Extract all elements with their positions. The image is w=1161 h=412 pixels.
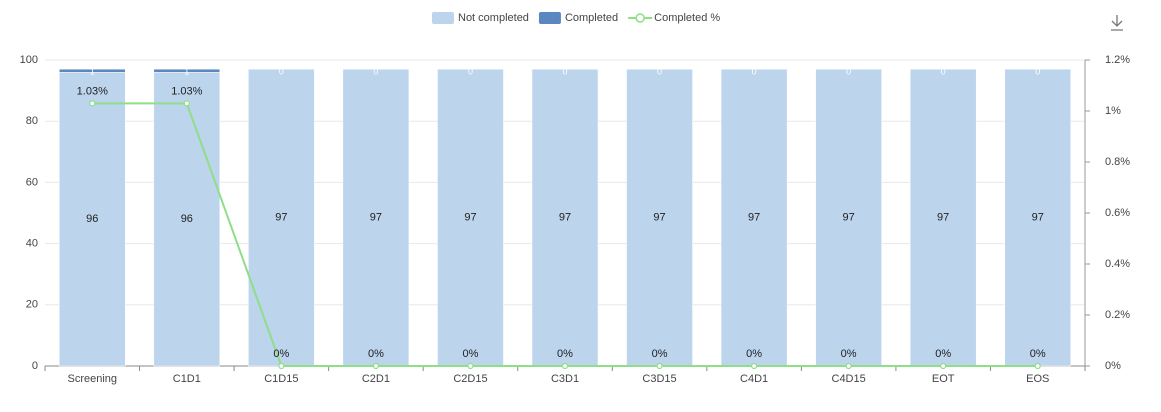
data-label: 97 [370, 211, 382, 223]
data-label: 0 [752, 67, 757, 77]
data-label: 0 [941, 67, 946, 77]
line-label: 0% [273, 348, 289, 360]
bar-segment [437, 68, 504, 367]
bar-segment [153, 71, 221, 367]
line-point [372, 362, 380, 370]
data-label: 0 [846, 67, 851, 77]
line-label: 0% [368, 348, 384, 360]
data-label: 96 [181, 213, 193, 225]
line-label: 0% [1030, 348, 1046, 360]
legend-swatch [635, 13, 645, 23]
x-tick-label: C4D15 [832, 373, 866, 385]
line-point [561, 362, 569, 370]
data-label: 0 [373, 67, 378, 77]
data-label: 97 [1032, 211, 1044, 223]
data-label: 1 [184, 67, 189, 77]
data-label: 97 [748, 211, 760, 223]
y2-tick-label: 1% [1105, 105, 1121, 117]
data-label: 0 [1035, 67, 1040, 77]
bar-segment [153, 68, 221, 73]
y2-tick-label: 0.2% [1105, 309, 1130, 321]
line-label: 0% [652, 348, 668, 360]
bar-segment [626, 68, 693, 367]
line-label: 0% [557, 348, 573, 360]
x-tick-label: EOT [932, 373, 955, 385]
x-tick-label: Screening [67, 373, 117, 385]
line-label: 0% [935, 348, 951, 360]
y2-tick-label: 0.6% [1105, 207, 1130, 219]
bar-segment [909, 68, 977, 367]
y-tick-label: 100 [20, 54, 38, 66]
download-icon [1111, 15, 1123, 31]
line-label: 1.03% [77, 85, 108, 97]
line-point [467, 362, 474, 370]
data-label: 0 [562, 67, 567, 77]
data-label: 0 [468, 67, 473, 77]
legend-label: Completed [565, 12, 618, 24]
line-point [183, 100, 190, 107]
y-tick-label: 80 [26, 115, 38, 127]
y2-tick-label: 1.2% [1105, 54, 1130, 66]
line-point [89, 100, 96, 107]
data-label: 96 [86, 213, 98, 225]
y-tick-label: 40 [26, 238, 38, 250]
line-point [278, 362, 285, 370]
data-label: 97 [843, 211, 855, 223]
y2-tick-label: 0% [1105, 360, 1121, 372]
y2-tick-label: 0.8% [1105, 156, 1130, 168]
data-label: 97 [653, 211, 665, 223]
data-label: 1 [90, 67, 95, 77]
line-point [1034, 362, 1041, 370]
bar-segment [815, 68, 882, 367]
line-point [940, 362, 947, 370]
y2-tick-label: 0.4% [1105, 258, 1130, 270]
x-tick-label: C3D1 [551, 373, 579, 385]
bar-segment [248, 68, 315, 367]
line-point [845, 362, 852, 370]
data-label: 97 [275, 211, 287, 223]
data-label: 97 [937, 211, 949, 223]
data-label: 97 [464, 211, 476, 223]
x-tick-label: C4D1 [740, 373, 768, 385]
x-tick-label: EOS [1026, 373, 1049, 385]
legend-swatch [538, 12, 561, 24]
legend-swatch [432, 12, 454, 24]
line-label: 0% [463, 348, 479, 360]
line-label: 1.03% [171, 85, 202, 97]
bar-segment [59, 68, 126, 73]
x-tick-label: C1D15 [264, 373, 298, 385]
line-point [656, 362, 663, 370]
y-tick-label: 20 [26, 299, 38, 311]
bar-segment [1004, 68, 1071, 367]
x-tick-label: C2D1 [362, 373, 390, 385]
y-tick-label: 60 [26, 176, 38, 188]
legend-label: Completed % [654, 12, 720, 24]
data-label: 0 [279, 67, 284, 77]
x-tick-label: C2D15 [453, 373, 487, 385]
line-label: 0% [746, 348, 762, 360]
bar-segment [59, 71, 126, 367]
x-tick-label: C3D15 [642, 373, 676, 385]
download-button[interactable] [1111, 15, 1123, 31]
y-tick-label: 0 [32, 360, 38, 372]
line-point [750, 362, 758, 370]
x-tick-label: C1D1 [173, 373, 201, 385]
bar-segment [531, 68, 599, 367]
line-label: 0% [841, 348, 857, 360]
legend-label: Not completed [458, 12, 529, 24]
data-label: 0 [657, 67, 662, 77]
data-label: 97 [559, 211, 571, 223]
bar-segment [342, 68, 410, 367]
bar-segment [720, 68, 788, 367]
